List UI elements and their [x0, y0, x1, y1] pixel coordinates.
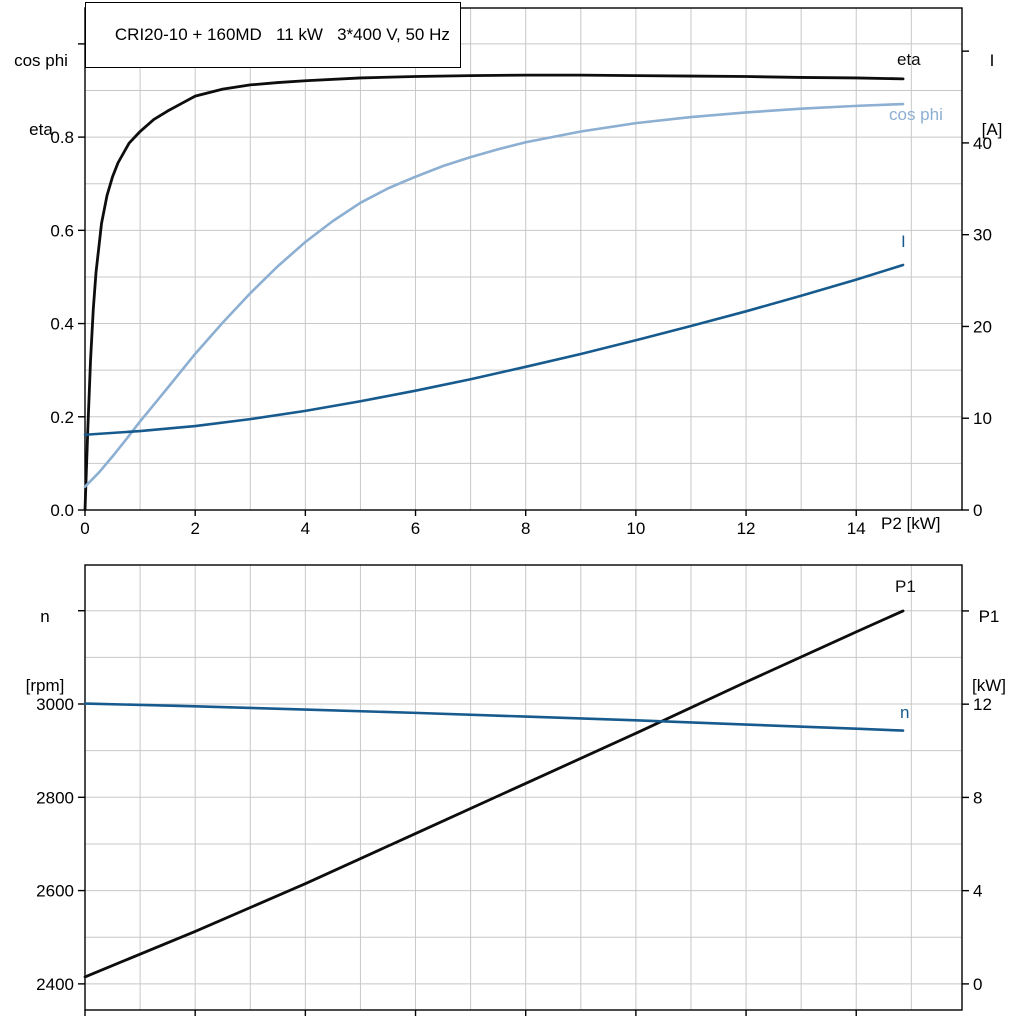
x-axis-ticks: 0 2 4 6 8 10 12 14	[80, 510, 866, 538]
axis-title-line: I	[989, 51, 995, 70]
horizontal-gridlines	[85, 43, 962, 464]
left-tick-label: 2800	[36, 788, 74, 807]
series-label-current: I	[901, 232, 906, 251]
top-left-axis-title: cos phi eta	[2, 3, 80, 187]
x-tick-label: 14	[847, 519, 866, 538]
vertical-gridlines	[139, 565, 912, 1010]
plot-frame	[84, 564, 963, 1011]
axis-title-line: [A]	[981, 120, 1003, 139]
top-right-axis-title: I [A]	[964, 3, 1020, 187]
right-tick-label: 8	[973, 788, 982, 807]
left-tick-label: 2400	[36, 975, 74, 994]
axis-title-line: cos phi	[14, 51, 68, 70]
vertical-gridlines	[139, 8, 912, 510]
horizontal-gridlines	[85, 610, 962, 985]
left-tick-label: 0.0	[50, 501, 74, 520]
left-tick-label: 2600	[36, 882, 74, 901]
axis-title-line: n	[40, 607, 50, 626]
right-tick-label: 20	[973, 317, 992, 336]
right-tick-label: 40	[973, 134, 992, 153]
series-label-eta: eta	[897, 50, 921, 69]
curve-speed	[83, 702, 905, 732]
right-tick-label: 10	[973, 409, 992, 428]
left-axis-ticks: 0.0 0.2 0.4 0.6 0.8	[50, 43, 85, 520]
right-tick-label: 0	[973, 975, 982, 994]
left-tick-label: 0.6	[50, 221, 74, 240]
series-label-cos-phi: cos phi	[889, 105, 943, 124]
x-tick-label: 2	[190, 519, 199, 538]
axis-title-line: [kW]	[972, 676, 1006, 695]
x-axis-ticks	[84, 1010, 857, 1016]
left-tick-label: 0.4	[50, 315, 74, 334]
right-tick-label: 4	[973, 882, 982, 901]
axis-title-line: [rpm]	[25, 676, 65, 695]
left-tick-label: 3000	[36, 695, 74, 714]
speed-power-chart: 2400 2600 2800 3000 0 4 8 12	[36, 564, 992, 1016]
axis-title-line: eta	[29, 120, 53, 139]
x-tick-label: 4	[301, 519, 310, 538]
series-label-p1: P1	[895, 577, 916, 596]
chart-title-box: CRI20-10 + 160MD 11 kW 3*400 V, 50 Hz	[85, 2, 461, 68]
right-axis-ticks: 0 4 8 12	[962, 610, 992, 994]
left-axis-ticks: 2400 2600 2800 3000	[36, 610, 85, 994]
motor-electrical-chart: 0 2 4 6 8 10 12 14 0.0 0.2 0.4 0.6 0.8 0 10 20 30 40	[50, 7, 992, 538]
bottom-left-axis-title: n [rpm]	[6, 559, 84, 743]
x-axis-label-p2: P2 [kW]	[881, 514, 941, 533]
curve-p1-input-power	[83, 609, 905, 979]
curve-eta	[83, 73, 905, 512]
plot-frame	[84, 7, 963, 511]
left-tick-label: 0.2	[50, 408, 74, 427]
x-tick-label: 0	[80, 519, 89, 538]
x-tick-label: 10	[626, 519, 645, 538]
right-tick-label: 12	[973, 695, 992, 714]
right-axis-ticks: 0 10 20 30 40	[962, 50, 992, 520]
x-tick-label: 12	[737, 519, 756, 538]
x-tick-label: 6	[411, 519, 420, 538]
right-tick-label: 30	[973, 226, 992, 245]
left-tick-label: 0.8	[50, 128, 74, 147]
bottom-right-axis-title: P1 [kW]	[958, 559, 1020, 743]
right-tick-label: 0	[973, 501, 982, 520]
curve-cos-phi	[83, 102, 905, 488]
axis-title-line: P1	[978, 607, 1000, 626]
series-label-n: n	[900, 703, 910, 722]
x-tick-label: 8	[521, 519, 530, 538]
curve-current	[83, 263, 905, 437]
chart-title: CRI20-10 + 160MD 11 kW 3*400 V, 50 Hz	[114, 25, 450, 44]
